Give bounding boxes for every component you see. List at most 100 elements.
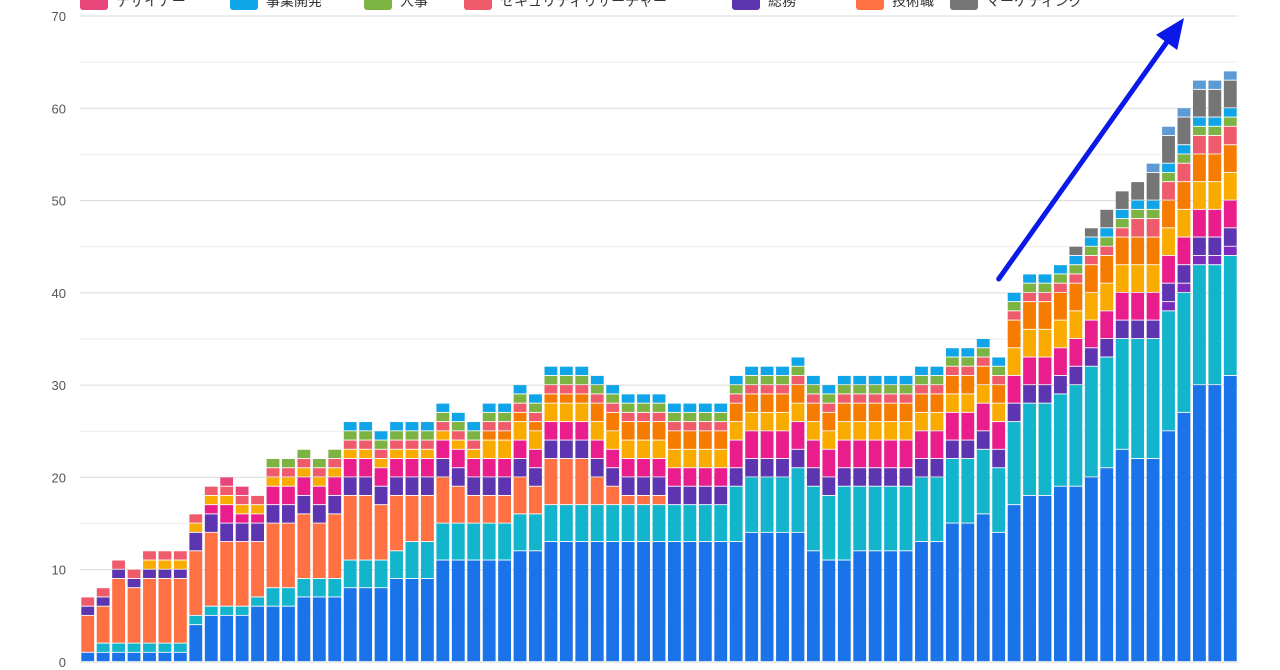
bar-segment bbox=[559, 505, 573, 542]
bar-segment bbox=[559, 542, 573, 662]
bar-segment bbox=[976, 348, 990, 357]
bar-segment bbox=[714, 449, 728, 468]
bar-segment bbox=[451, 523, 465, 560]
bar-segment bbox=[1177, 163, 1191, 182]
bar-segment bbox=[112, 560, 126, 569]
bar-segment bbox=[189, 615, 203, 625]
bar-segment bbox=[1023, 329, 1036, 357]
bar-segment bbox=[1146, 172, 1160, 200]
bar-segment bbox=[961, 366, 975, 376]
bar-segment bbox=[1223, 126, 1237, 145]
bar-segment bbox=[343, 560, 357, 588]
bar-segment bbox=[1208, 80, 1222, 89]
bar-segment bbox=[282, 477, 295, 486]
bar-segment bbox=[498, 422, 512, 431]
bar-segment bbox=[1146, 265, 1160, 292]
bar-segment bbox=[390, 458, 403, 477]
bar-segment bbox=[96, 606, 110, 643]
bar-segment bbox=[235, 505, 249, 514]
bar-segment bbox=[1208, 117, 1222, 126]
bar-segment bbox=[251, 523, 264, 542]
bar-segment bbox=[312, 523, 326, 579]
bar-segment bbox=[899, 422, 913, 440]
bar-segment bbox=[791, 422, 805, 449]
bar-segment bbox=[745, 385, 759, 394]
bar-segment bbox=[436, 477, 450, 523]
bar-segment bbox=[235, 514, 249, 523]
bar-segment bbox=[806, 394, 820, 403]
bar-segment bbox=[1208, 209, 1222, 237]
bar-segment bbox=[559, 394, 573, 403]
bar-segment bbox=[529, 468, 542, 486]
bar-segment bbox=[204, 486, 218, 495]
bar-segment bbox=[1054, 394, 1067, 486]
bar-segment bbox=[451, 431, 465, 440]
bar-segment bbox=[1131, 458, 1145, 662]
bar-segment bbox=[328, 449, 342, 459]
bar-segment bbox=[498, 403, 512, 412]
legend-swatch bbox=[80, 0, 108, 10]
legend-label: デザイナー bbox=[116, 0, 186, 10]
bar-segment bbox=[915, 375, 928, 385]
bar-segment bbox=[312, 477, 326, 486]
bar-segment bbox=[81, 652, 95, 662]
bar-segment bbox=[1192, 135, 1206, 154]
bar-segment bbox=[1162, 431, 1175, 662]
bar-segment bbox=[853, 375, 867, 385]
y-tick-label: 20 bbox=[52, 470, 66, 485]
bar-segment bbox=[1208, 265, 1222, 385]
bar-segment bbox=[1131, 339, 1145, 459]
bar-segment bbox=[251, 514, 264, 523]
bar-segment bbox=[1023, 495, 1036, 662]
bar-segment bbox=[837, 422, 851, 440]
bar-segment bbox=[621, 458, 635, 477]
bar-segment bbox=[467, 523, 481, 560]
bar-segment bbox=[899, 468, 913, 486]
bar-segment bbox=[621, 403, 635, 412]
bar-segment bbox=[559, 458, 573, 505]
bar-segment bbox=[1100, 468, 1114, 662]
bar-segment bbox=[482, 440, 496, 459]
bar-segment bbox=[791, 468, 805, 532]
bar-segment bbox=[621, 495, 635, 505]
bar-segment bbox=[189, 551, 203, 615]
bar-segment bbox=[420, 578, 434, 662]
bar-segment bbox=[328, 514, 342, 579]
bar-segment bbox=[668, 486, 681, 505]
bar-segment bbox=[390, 440, 403, 449]
bar-segment bbox=[1177, 209, 1191, 237]
bar-segment bbox=[1054, 320, 1067, 348]
bar-segment bbox=[698, 468, 712, 486]
bar-segment bbox=[606, 431, 620, 449]
bar-segment bbox=[559, 366, 573, 376]
bar-segment bbox=[513, 412, 527, 422]
bar-segment bbox=[899, 403, 913, 422]
bar-segment bbox=[235, 486, 249, 495]
legend-label: 人事 bbox=[400, 0, 428, 10]
bar-segment bbox=[282, 523, 295, 588]
bar-segment bbox=[760, 385, 774, 394]
bar-segment bbox=[575, 422, 589, 440]
bar-segment bbox=[359, 588, 373, 662]
bar-segment bbox=[992, 449, 1006, 468]
bar-segment bbox=[606, 542, 620, 662]
bar-segment bbox=[698, 542, 712, 662]
bar-segment bbox=[482, 560, 496, 662]
bar-segment bbox=[915, 385, 928, 394]
bar-segment bbox=[837, 468, 851, 486]
bar-segment bbox=[760, 532, 774, 662]
bar-segment bbox=[498, 523, 512, 560]
bar-segment bbox=[405, 458, 419, 477]
bar-segment bbox=[544, 505, 558, 542]
bar-segment bbox=[482, 431, 496, 440]
bar-segment bbox=[513, 440, 527, 459]
bar-segment bbox=[529, 449, 542, 468]
bar-segment bbox=[420, 449, 434, 459]
bar-segment bbox=[729, 385, 743, 394]
bar-segment bbox=[853, 422, 867, 440]
bar-segment bbox=[173, 643, 187, 652]
bar-segment bbox=[343, 422, 357, 431]
bar-segment bbox=[698, 505, 712, 542]
bar-segment bbox=[899, 394, 913, 403]
bar-segment bbox=[513, 394, 527, 403]
